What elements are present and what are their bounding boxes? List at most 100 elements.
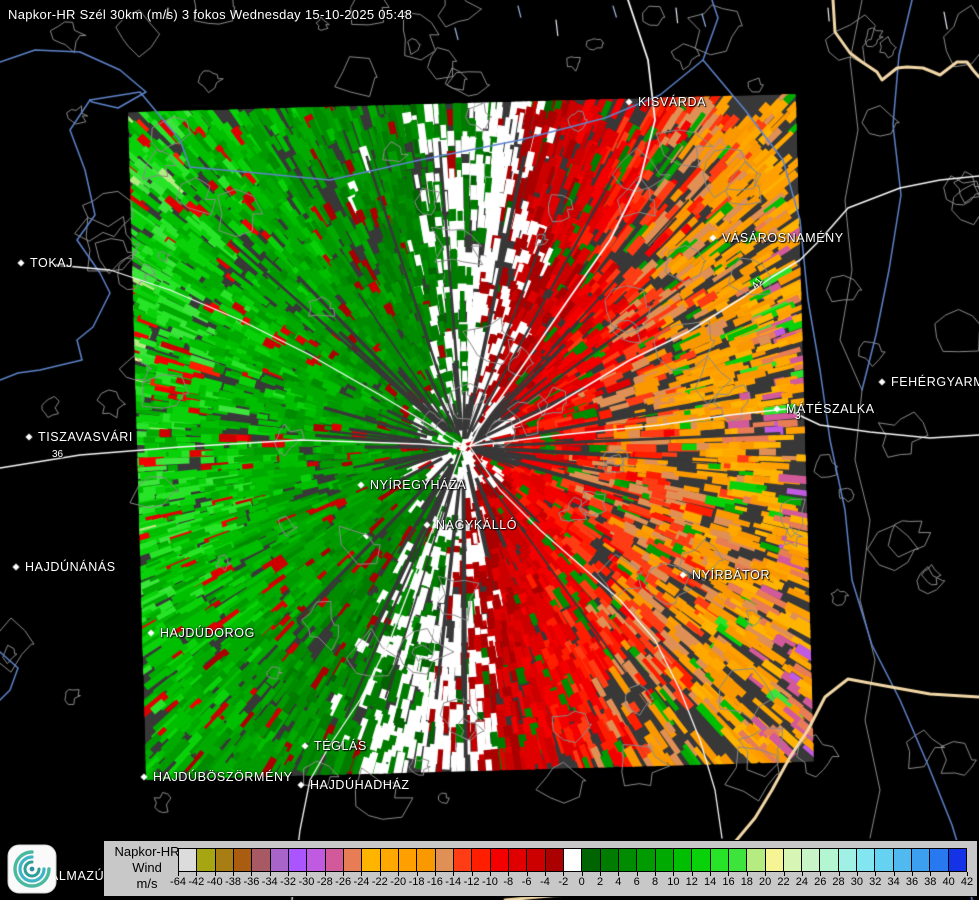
scale-ticklabel: -16 [426,876,443,888]
scale-cell-25 [636,848,656,872]
scale-cell-16 [471,848,491,872]
scale-ticklabel: -14 [445,876,462,888]
scale-cell-24 [617,848,638,872]
color-scale-cells [178,848,968,872]
city-label-nyírbátor: NYÍRBÁTOR [692,568,771,582]
scale-cell-35 [819,848,839,872]
scale-tickmark [288,872,290,876]
scale-cell-11 [379,848,399,872]
scale-ticklabel: -20 [390,876,407,888]
scale-cell-10 [361,848,381,872]
scale-tickmark [416,872,418,876]
scale-cell-28 [691,848,711,872]
scale-tickmark [508,872,510,876]
scale-ticklabel: 8 [652,876,659,888]
scale-ticklabel: 22 [777,876,790,888]
scale-tickmark [489,872,491,876]
scale-cell-12 [397,848,418,872]
scale-tickmark [765,872,767,876]
scale-ticklabel: -38 [225,876,241,888]
scale-cell-40 [911,848,931,872]
scale-cell-26 [654,848,674,872]
scale-ticklabel: 14 [703,876,717,888]
scale-cell-20 [544,848,564,872]
scale-cell-5 [269,848,289,872]
scale-ticklabel: -30 [298,876,315,888]
scale-tickmark [856,872,858,876]
scale-ticklabel: 16 [722,876,735,888]
scale-cell-7 [306,848,326,872]
scale-cell-8 [324,848,344,872]
scale-ticklabel: -28 [316,876,333,888]
scale-ticklabel: -24 [353,876,370,888]
scale-cell-14 [434,848,454,872]
city-label-mátészalka: MÁTÉSZALKA [786,402,875,416]
scale-ticklabel: 38 [924,876,937,888]
scale-tickmark [324,872,326,876]
scale-tickmark [875,872,877,876]
city-label-hajdúnánás: HAJDÚNÁNÁS [25,560,116,574]
product-title: Napkor-HR Szél 30km (m/s) 3 fokos Wednes… [8,7,413,22]
scale-tickmark [343,872,345,876]
scale-tickmark [563,872,565,876]
scale-tickmark [746,872,748,876]
legend-units: m/s [136,876,158,891]
scale-cell-18 [507,848,528,872]
scale-ticklabel: -34 [261,876,278,888]
scale-ticklabel: -12 [463,876,480,888]
city-label-téglás: TÉGLÁS [314,739,367,753]
scale-cell-17 [489,848,509,872]
scale-tickmark [196,872,198,876]
scale-cell-6 [287,848,308,872]
scale-ticklabel: 0 [578,876,585,888]
scale-ticklabel: 36 [905,876,919,888]
scale-cell-9 [342,848,363,872]
legend-product-name: Napkor-HR [114,844,180,859]
scale-tickmark [379,872,381,876]
scale-cell-21 [562,848,583,872]
scale-ticklabel: -26 [335,876,352,888]
color-scale-legend: Napkor-HR Wind m/s -64 -42 -40 -38 -36 -34 -32… [103,840,978,897]
scale-tickmark [269,872,271,876]
scale-tickmark [948,872,950,876]
scale-ticklabel: 20 [759,876,772,888]
scale-ticklabel: -32 [280,876,297,888]
scale-tickmark [434,872,436,876]
scale-ticklabel: -2 [558,876,569,888]
scale-ticklabel: 12 [685,876,698,888]
scale-tickmark [710,872,712,876]
scale-tickmark [453,872,455,876]
scale-cell-27 [672,848,693,872]
scale-tickmark [655,872,657,876]
scale-tickmark [618,872,620,876]
scale-ticklabel: 4 [615,876,622,888]
city-label-nyíregyháza: NYÍREGYHÁZA [370,478,467,492]
city-label-tokaj: TOKAJ [30,256,74,270]
scale-ticklabel: 6 [633,876,640,888]
city-label-fehérgyarmat: FEHÉRGYARMAT [891,375,979,389]
scale-tickmark [233,872,235,876]
legend-field-name: Wind [132,860,162,875]
scale-ticklabel: -6 [521,876,532,888]
scale-tickmark [581,872,583,876]
scale-ticklabel: 34 [887,876,900,888]
scale-ticklabel: -8 [503,876,514,888]
scale-ticklabel: 10 [667,876,680,888]
scale-tickmark [398,872,400,876]
city-label-kisvárda: KISVÁRDA [638,95,707,109]
city-label-hajdúdorog: HAJDÚDOROG [160,626,255,640]
scale-ticklabel: 24 [795,876,808,888]
scale-cell-23 [599,848,619,872]
scale-cell-30 [727,848,748,872]
city-label-hajdúhadház: HAJDÚHADHÁZ [310,778,410,792]
scale-cell-31 [746,848,766,872]
scale-tickmark [600,872,602,876]
city-label-hajdúböszörmény: HAJDÚBÖSZÖRMÉNY [153,770,293,784]
scale-tickmark [783,872,785,876]
scale-ticklabel: -36 [243,876,260,888]
scale-tickmark [728,872,730,876]
scale-cell-2 [214,848,234,872]
scale-tickmark [178,872,179,876]
